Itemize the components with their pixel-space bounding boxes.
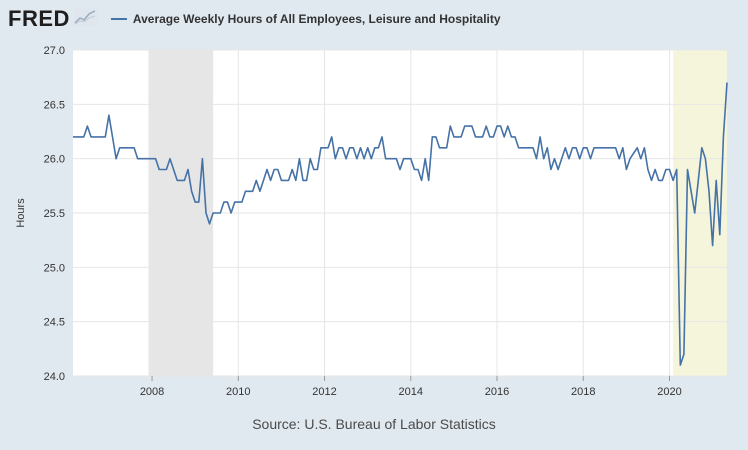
x-tick-label: 2016	[485, 386, 509, 398]
y-tick-label: 24.0	[44, 371, 65, 383]
legend-swatch	[110, 18, 127, 20]
y-axis-label: Hours	[15, 198, 27, 228]
source-note: Source: U.S. Bureau of Labor Statistics	[252, 416, 496, 432]
legend: Average Weekly Hours of All Employees, L…	[110, 12, 501, 26]
y-tick-label: 24.5	[44, 317, 65, 329]
x-tick-label: 2012	[312, 386, 336, 398]
y-tick-label: 27.0	[44, 45, 65, 57]
fred-graph-icon	[72, 7, 97, 31]
y-axis-ticks: 24.0 24.5 25.0 25.5 26.0 26.5 27.0	[44, 45, 65, 383]
x-tick-label: 2014	[399, 386, 423, 398]
gridlines	[73, 49, 727, 377]
series-line	[73, 82, 728, 366]
series-layer	[73, 82, 728, 366]
chart-header: FRED Average Weekly Hours of All Employe…	[8, 6, 501, 32]
x-tick-label: 2020	[657, 386, 681, 398]
fred-logo[interactable]: FRED	[8, 6, 70, 31]
x-tick-label: 2008	[140, 386, 164, 398]
x-tick-label: 2010	[226, 386, 250, 398]
y-tick-label: 25.5	[44, 208, 65, 220]
x-tick-label: 2018	[571, 386, 595, 398]
y-tick-label: 25.0	[44, 262, 65, 274]
x-axis-ticks: 2008 2010 2012 2014 2016 2018 2020	[140, 376, 682, 398]
legend-series-label: Average Weekly Hours of All Employees, L…	[132, 12, 501, 26]
y-tick-label: 26.5	[44, 99, 65, 111]
y-tick-label: 26.0	[44, 154, 65, 166]
